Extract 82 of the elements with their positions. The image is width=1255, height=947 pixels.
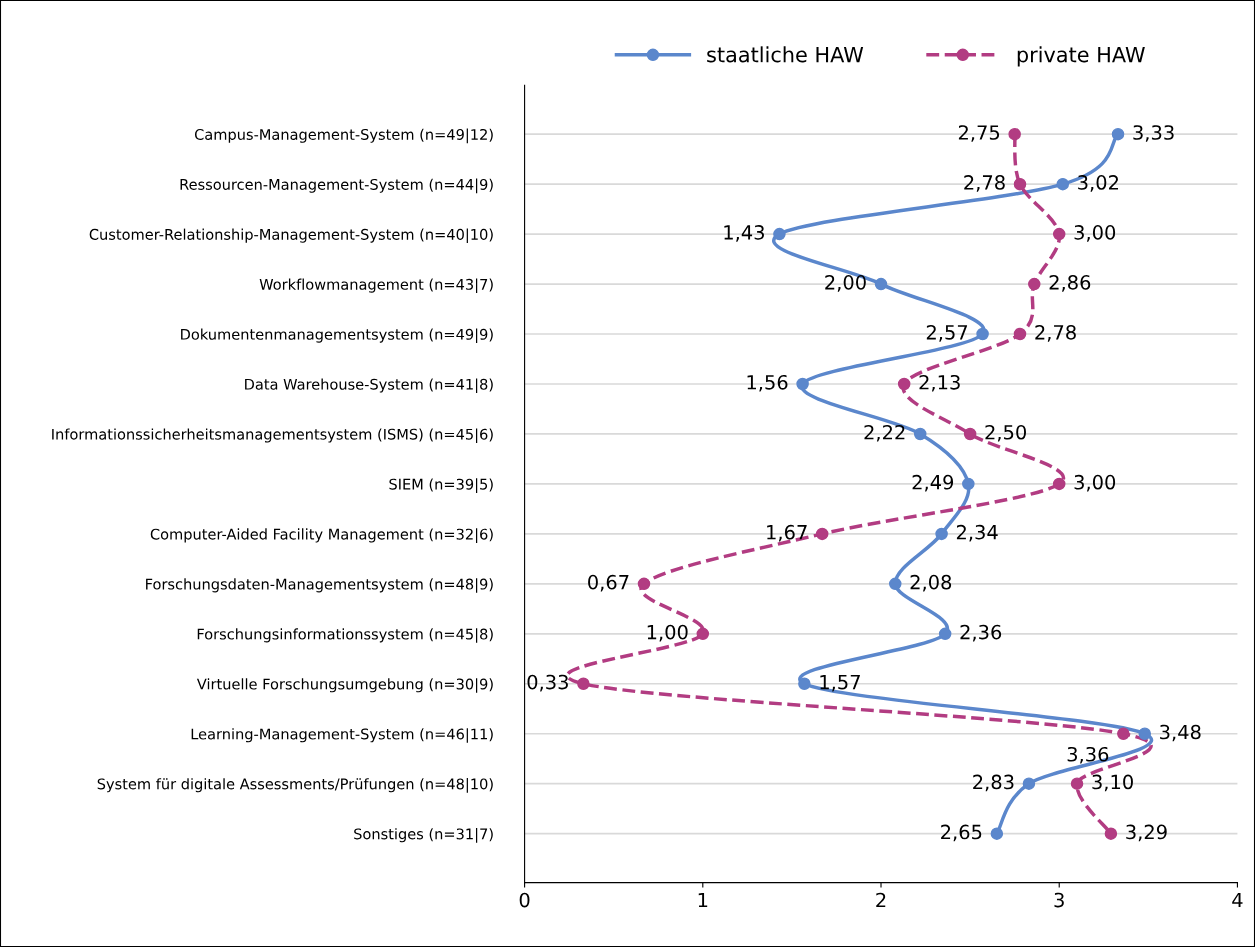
point — [976, 327, 989, 341]
data-label: 2,50 — [985, 424, 1027, 442]
y-tick-label: Forschungsinformationssystem (n=45|8) — [197, 628, 493, 643]
data-label: 2,78 — [964, 175, 1005, 192]
point — [990, 827, 1004, 840]
point — [815, 527, 829, 541]
point — [938, 627, 952, 641]
data-label: 0,33 — [527, 674, 568, 692]
point — [1117, 727, 1130, 740]
y-tick-label: Workflowmanagement (n=43|7) — [259, 278, 493, 294]
data-label: 3,10 — [1092, 774, 1133, 792]
legend-label: staatliche HAW — [707, 46, 864, 63]
y-tick-label: Customer-Relationship-Management-System (n=40|10) — [89, 228, 493, 244]
point — [696, 627, 710, 641]
point — [935, 527, 948, 541]
data-label: 3,36 — [1067, 746, 1109, 764]
y-tick-label: SIEM (n=39|5) — [389, 478, 493, 493]
point — [897, 377, 911, 391]
y-tick-label: Forschungsdaten-Managementsystem (n=48|9) — [146, 578, 493, 593]
point — [796, 377, 809, 391]
data-label: 2,00 — [825, 275, 866, 292]
point — [637, 577, 651, 591]
x-tick-label: 0 — [519, 892, 530, 908]
point — [1013, 177, 1027, 191]
point — [1008, 127, 1021, 141]
data-label: 1,00 — [647, 624, 688, 642]
data-label: 2,13 — [919, 374, 960, 392]
point — [1052, 477, 1066, 491]
point — [1022, 777, 1036, 790]
data-label: 3,00 — [1074, 225, 1116, 242]
point — [874, 277, 888, 291]
point — [962, 477, 975, 491]
data-label: 2,75 — [958, 125, 1000, 142]
data-label: 1,56 — [747, 374, 788, 392]
y-tick-label: Learning-Management-System (n=46|11) — [191, 728, 493, 743]
data-label: 0,67 — [588, 574, 629, 592]
data-label: 3,02 — [1078, 175, 1119, 192]
data-label: 1,43 — [724, 225, 764, 242]
y-tick-label: Data Warehouse-System (n=41|8) — [245, 378, 493, 394]
y-tick-label: Ressourcen-Management-System (n=44|9) — [180, 178, 493, 194]
data-label: 2,22 — [864, 424, 905, 442]
y-tick-label: Sonstiges (n=31|7) — [354, 828, 493, 843]
data-label: 3,48 — [1160, 724, 1201, 742]
y-tick-label: Informationssicherheitsmanagementsystem (ISMS) (n=45|6) — [52, 428, 493, 443]
point — [913, 427, 927, 441]
x-tick-label: 3 — [1054, 892, 1064, 908]
data-label: 1,67 — [767, 524, 807, 542]
data-label: 3,00 — [1074, 474, 1116, 492]
point — [1028, 277, 1041, 291]
data-label: 2,86 — [1049, 275, 1091, 292]
y-tick-label: Computer-Aided Facility Management (n=32|6) — [150, 528, 493, 543]
data-label: 2,83 — [973, 774, 1014, 792]
point — [1052, 227, 1066, 241]
point — [577, 677, 590, 691]
data-label: 2,57 — [926, 324, 968, 342]
data-label: 2,49 — [912, 474, 954, 492]
x-tick-label: 1 — [698, 892, 708, 908]
point — [963, 427, 977, 441]
legend-label: private HAW — [1017, 46, 1145, 67]
point — [1138, 727, 1152, 740]
point — [1070, 777, 1084, 790]
y-tick-label: Virtuelle Forschungsumgebung (n=30|9) — [196, 678, 493, 693]
y-tick-label: Dokumentenmanagementsystem (n=49|9) — [181, 328, 493, 344]
point — [798, 677, 811, 691]
data-label: 2,34 — [956, 524, 998, 542]
point — [773, 227, 786, 241]
data-label: 3,29 — [1126, 824, 1167, 842]
y-tick-label: Campus-Management-System (n=49|12) — [194, 128, 493, 144]
data-label: 2,08 — [910, 574, 952, 592]
x-tick-label: 2 — [876, 892, 886, 908]
x-tick-label: 4 — [1232, 892, 1243, 908]
data-label: 3,33 — [1133, 125, 1174, 142]
point — [1013, 327, 1027, 341]
point — [889, 577, 902, 591]
data-label: 1,57 — [820, 674, 860, 692]
data-label: 2,78 — [1035, 324, 1076, 342]
point — [1104, 827, 1118, 840]
y-tick-label: System für digitale Assessments/Prüfungen (n=48|10) — [97, 778, 493, 793]
data-label: 2,36 — [960, 624, 1002, 642]
data-label: 2,65 — [941, 824, 982, 842]
point — [1056, 177, 1070, 191]
point — [1111, 127, 1125, 141]
